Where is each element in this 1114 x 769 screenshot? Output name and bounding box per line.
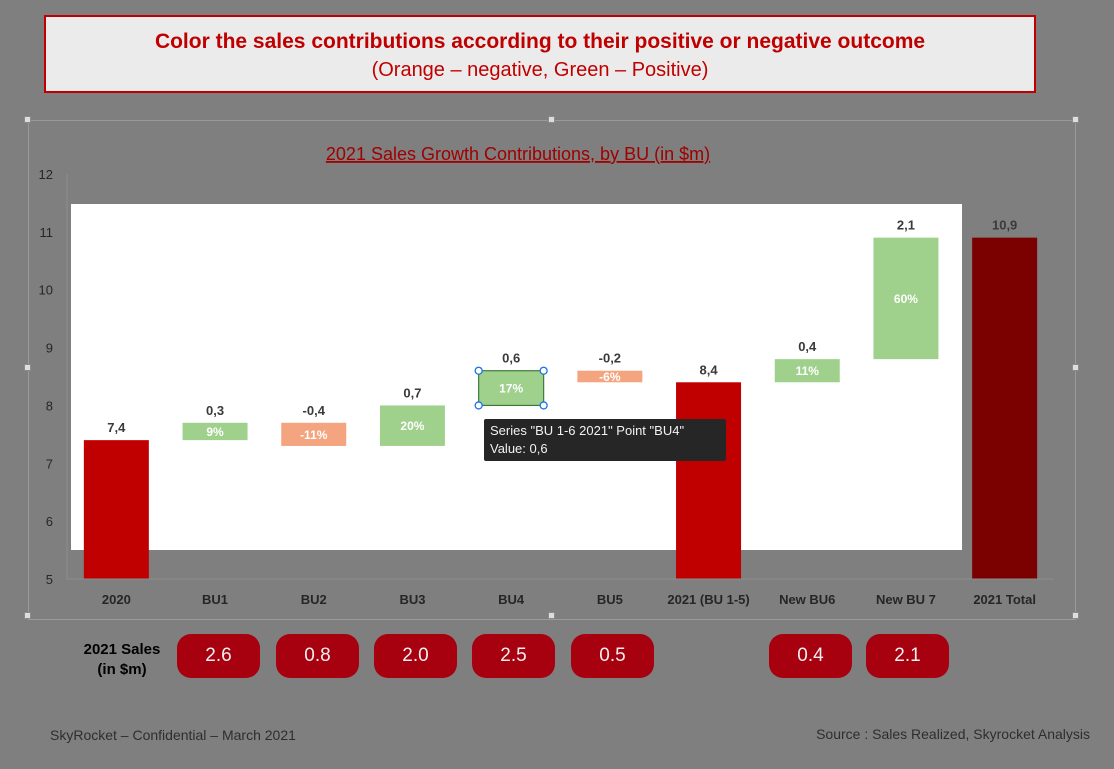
percent-label: 17% (499, 382, 523, 396)
sales-pill-bu5: 0.5 (571, 634, 654, 678)
bar-bu2[interactable] (281, 422, 347, 446)
percent-label: -11% (300, 428, 328, 442)
y-tick-label: 7 (46, 456, 53, 471)
sales-pill-new-bu7: 2.1 (866, 634, 949, 678)
selection-handle[interactable] (539, 401, 548, 410)
x-tick-label: BU1 (202, 592, 228, 607)
data-label: 0,6 (502, 351, 520, 366)
footer-source: Source : Sales Realized, Skyrocket Analy… (816, 726, 1090, 742)
data-label: -0,2 (599, 351, 621, 366)
data-label: 8,4 (700, 362, 719, 377)
banner-title: Color the sales contributions according … (154, 30, 926, 53)
selection-handle[interactable] (474, 366, 483, 375)
tooltip-line-2: Value: 0,6 (490, 441, 548, 456)
y-tick-label: 5 (46, 572, 53, 587)
y-tick-label: 10 (39, 283, 53, 298)
sales-label-line-2: (in $m) (97, 661, 147, 678)
y-tick-label: 11 (40, 225, 54, 240)
sales-pill-new-bu6: 0.4 (769, 634, 852, 678)
bars-layer: 7,4 0,3 9% -0,4 -11% 0,7 20% 0,6 17% -0,2 -6% 8,4 0,… (83, 218, 1038, 579)
tooltip-line-1: Series "BU 1-6 2021" Point "BU4" (490, 423, 685, 438)
sales-pill-bu3: 2.0 (374, 634, 457, 678)
data-label: 2,1 (897, 218, 915, 233)
sales-label-line-1: 2021 Sales (83, 641, 161, 658)
x-tick-label: BU4 (498, 592, 525, 607)
bar-bu1[interactable] (182, 422, 248, 441)
sales-pill-bu4: 2.5 (472, 634, 555, 678)
x-tick-label: BU5 (597, 592, 623, 607)
percent-label: 9% (206, 425, 224, 439)
x-tick-label: 2021 Total (973, 592, 1036, 607)
resize-handle-bottom-left[interactable] (24, 612, 31, 619)
resize-handle-middle-right[interactable] (1072, 364, 1079, 371)
resize-handle-middle-left[interactable] (24, 364, 31, 371)
y-tick-label: 6 (46, 514, 53, 529)
x-tick-label: BU2 (301, 592, 327, 607)
resize-handle-top-left[interactable] (24, 116, 31, 123)
data-label: 0,4 (798, 339, 817, 354)
resize-handle-top-right[interactable] (1072, 116, 1079, 123)
tooltip: Series "BU 1-6 2021" Point "BU4" Value: … (484, 419, 726, 461)
sales-row-label: 2021 Sales (in $m) (72, 640, 172, 680)
data-label: 7,4 (107, 420, 126, 435)
resize-handle-bottom-right[interactable] (1072, 612, 1079, 619)
percent-label: 11% (796, 364, 820, 378)
banner-subtitle: (Orange – negative, Green – Positive) (371, 59, 709, 81)
data-label: 10,9 (992, 218, 1017, 233)
y-axis: 5 6 7 8 9 10 11 12 (39, 167, 68, 587)
y-tick-label: 9 (46, 341, 53, 356)
sales-pill-bu2: 0.8 (276, 634, 359, 678)
percent-label: 20% (400, 419, 424, 433)
resize-handle-top-middle[interactable] (548, 116, 555, 123)
x-tick-label: 2020 (102, 592, 131, 607)
data-label: 0,7 (403, 385, 421, 400)
y-tick-label: 8 (46, 398, 53, 413)
percent-label: -6% (599, 370, 621, 384)
y-tick-label: 12 (39, 167, 53, 182)
footer-confidential: SkyRocket – Confidential – March 2021 (50, 727, 296, 743)
x-axis: 2020 BU1 BU2 BU3 BU4 BU5 2021 (BU 1-5) New BU6 N… (67, 578, 1054, 607)
data-label: -0,4 (303, 403, 326, 418)
x-tick-label: New BU6 (779, 592, 835, 607)
resize-handle-bottom-middle[interactable] (548, 612, 555, 619)
sales-pill-bu1: 2.6 (177, 634, 260, 678)
bar-bu4[interactable] (478, 370, 544, 406)
percent-label: 60% (894, 292, 918, 306)
bar-2021-bu-1-5[interactable] (676, 382, 742, 579)
bar-2020[interactable] (83, 440, 149, 579)
bar-bu5[interactable] (577, 370, 643, 383)
bar-new-bu6[interactable] (774, 359, 840, 383)
bar-bu3[interactable] (379, 405, 445, 446)
chart-title: 2021 Sales Growth Contributions, by BU (… (326, 144, 710, 164)
data-label: 0,3 (206, 403, 224, 418)
selection-handle[interactable] (474, 401, 483, 410)
selection-outline (478, 370, 545, 407)
x-tick-label: New BU 7 (876, 592, 936, 607)
x-tick-label: BU3 (399, 592, 425, 607)
instruction-banner: Color the sales contributions according … (44, 15, 1036, 93)
bar-2021-total[interactable] (972, 237, 1038, 579)
selection-handle[interactable] (539, 366, 548, 375)
x-tick-label: 2021 (BU 1-5) (667, 592, 749, 607)
bar-new-bu-7[interactable] (873, 237, 939, 360)
